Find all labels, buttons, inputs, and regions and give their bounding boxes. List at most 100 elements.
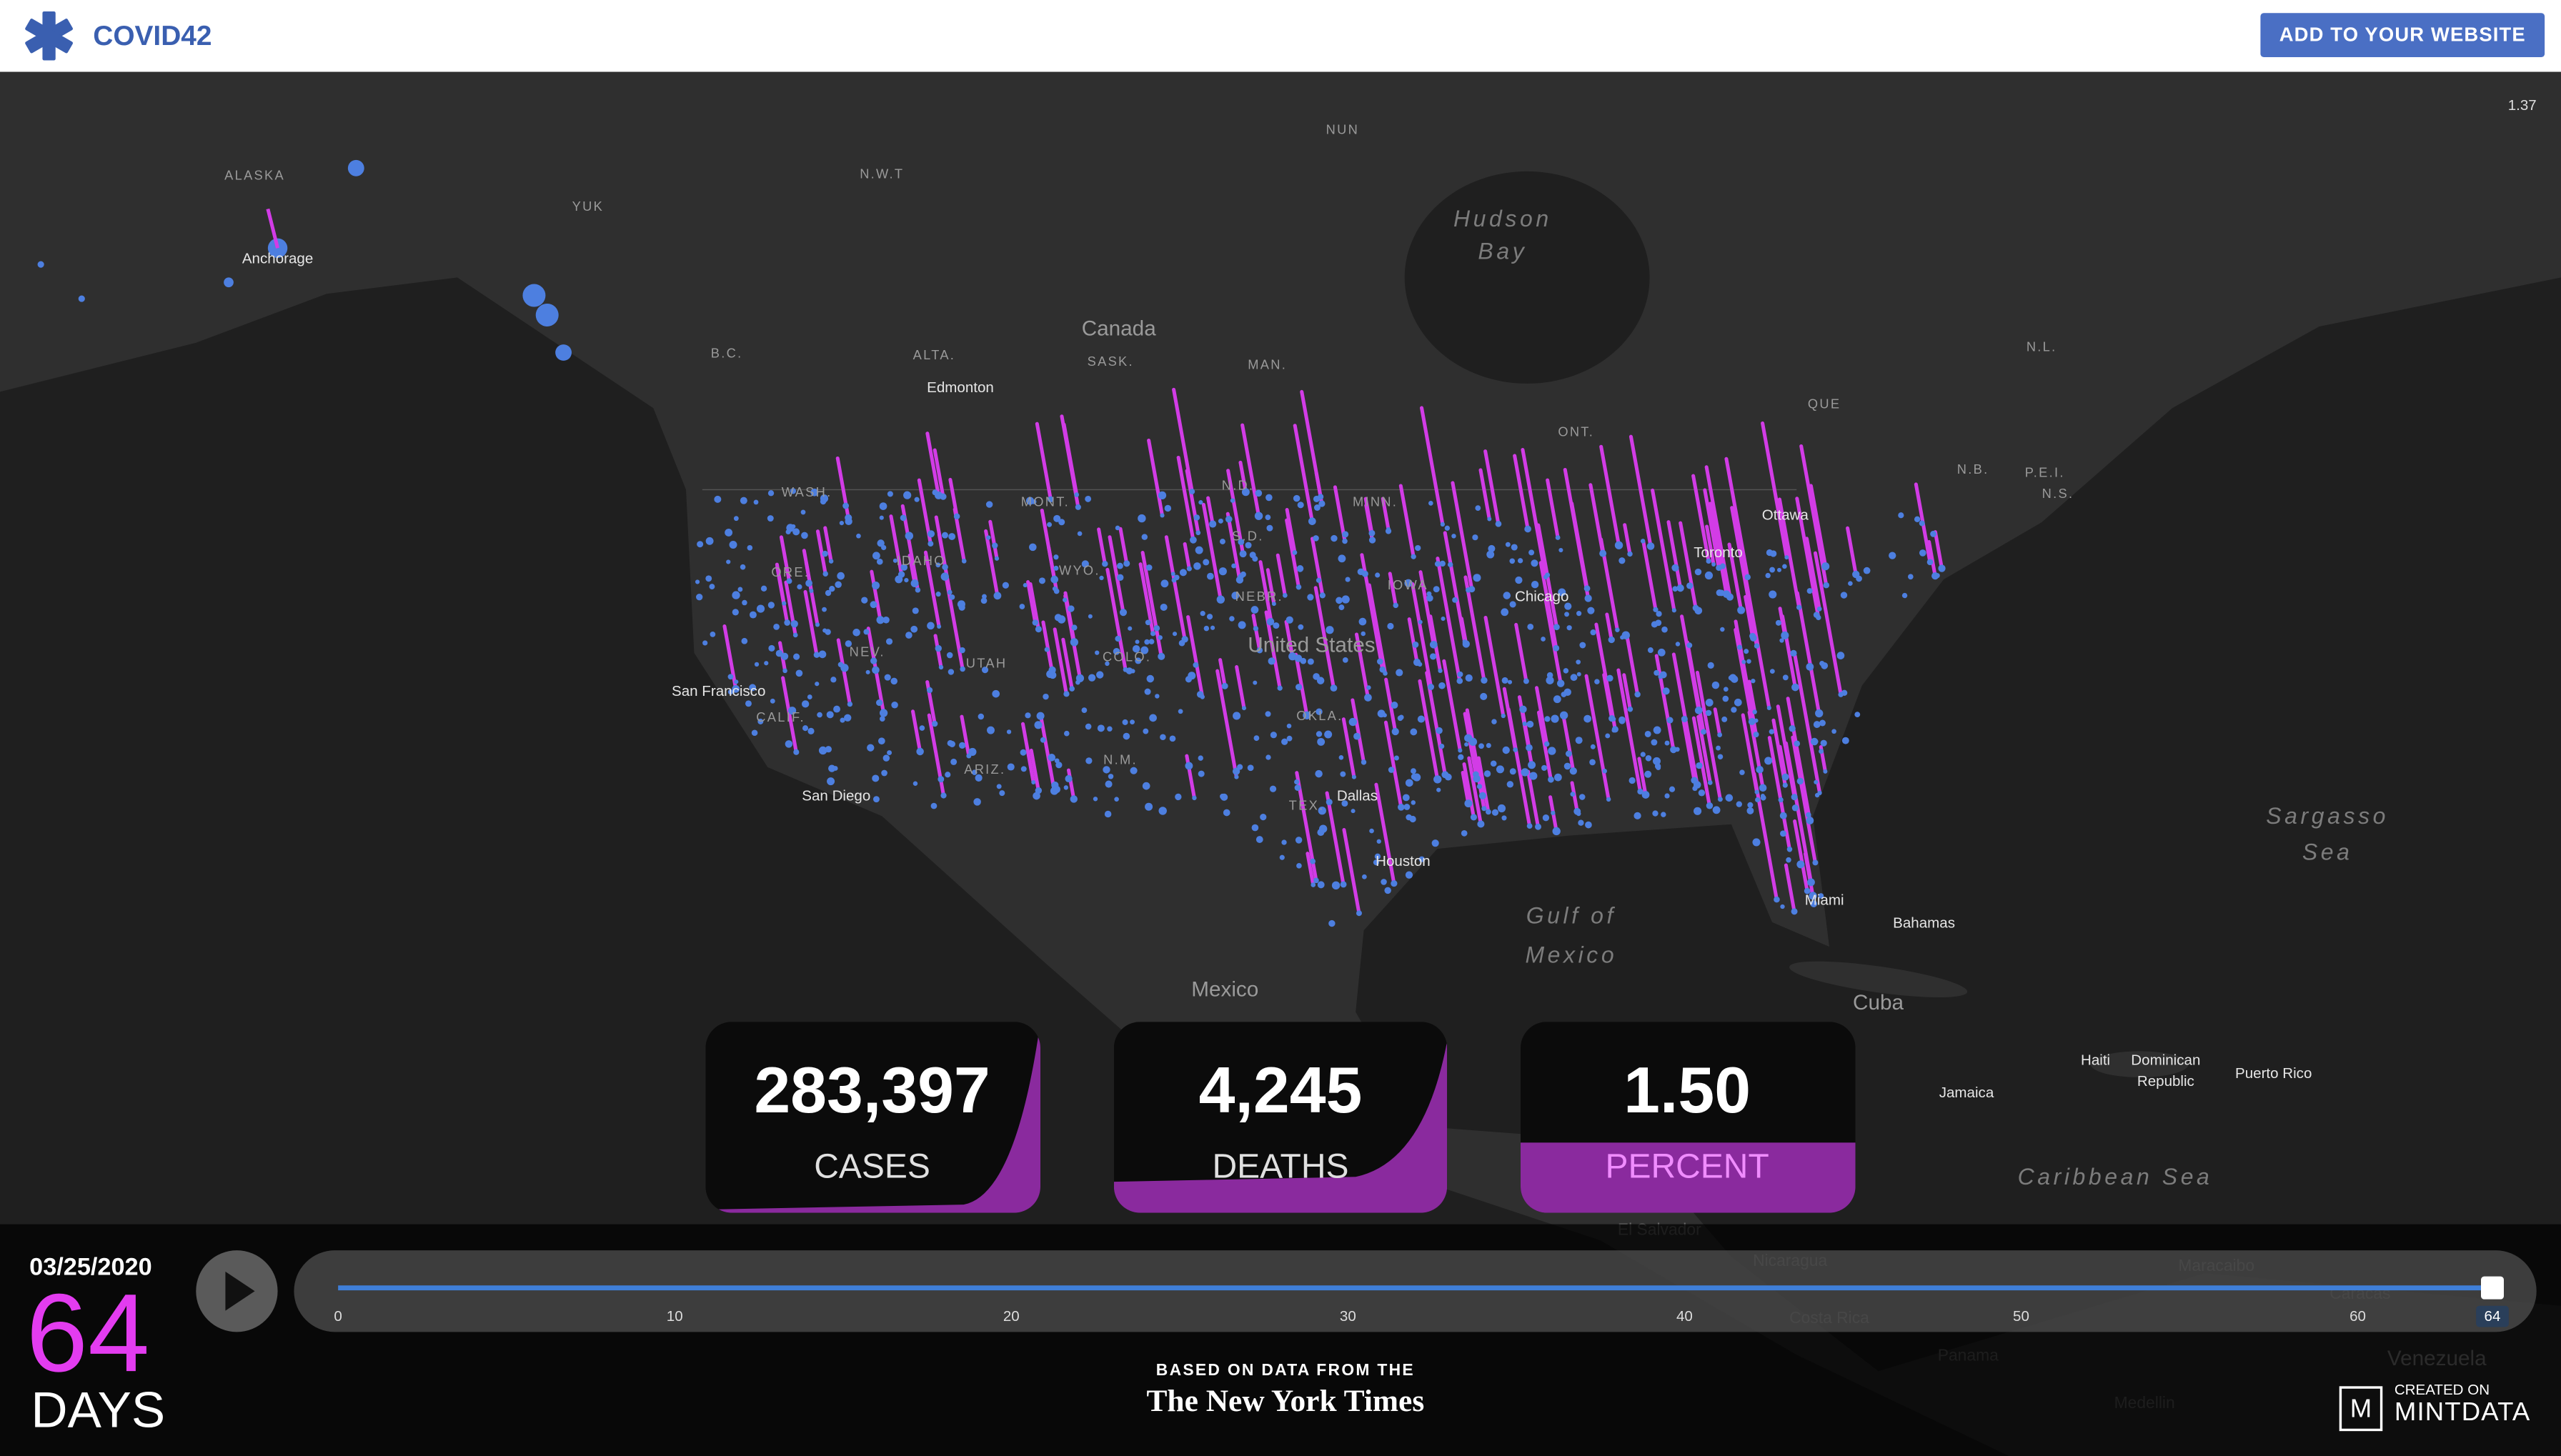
county-dot	[1502, 746, 1510, 754]
county-dot	[1721, 716, 1728, 722]
county-dot	[734, 679, 739, 684]
county-dot	[1383, 671, 1388, 676]
brand[interactable]: COVID42	[93, 21, 212, 51]
county-dot	[1541, 637, 1546, 642]
county-dot	[1023, 583, 1028, 588]
spike	[803, 589, 819, 657]
county-dot	[1047, 522, 1053, 527]
mintdata-brand[interactable]: MINTDATA	[2395, 1397, 2531, 1426]
spike	[1473, 757, 1486, 811]
map-label: Bay	[1478, 239, 1527, 264]
county-dot	[1308, 517, 1316, 525]
county-dot	[1007, 763, 1015, 771]
county-dot	[1790, 649, 1797, 657]
county-dot	[1670, 746, 1677, 754]
county-dot	[1316, 708, 1323, 715]
county-dot	[1384, 887, 1391, 894]
county-dot	[835, 581, 842, 589]
map-label: Anchorage	[242, 251, 313, 267]
county-dot	[1526, 823, 1533, 829]
county-dot	[1053, 565, 1059, 571]
county-dot	[1717, 797, 1723, 802]
spike	[1294, 652, 1309, 717]
county-dot	[1311, 882, 1316, 887]
county-dot	[1326, 799, 1333, 806]
map-label: United States	[1248, 634, 1375, 657]
slider-handle[interactable]	[2480, 1276, 2504, 1300]
spike	[1039, 714, 1057, 793]
county-dot	[1411, 554, 1416, 559]
county-dot	[1283, 593, 1288, 598]
county-dot	[1522, 721, 1527, 727]
county-dot	[1411, 768, 1416, 774]
county-dot	[852, 629, 860, 637]
county-dot	[981, 667, 989, 674]
spike	[1777, 497, 1801, 609]
slider[interactable]: 0 10 20 30 40 50 60 64	[334, 1276, 2509, 1327]
county-dot	[224, 277, 234, 288]
mintdata-mark[interactable]	[2339, 1386, 2383, 1432]
spike	[1933, 530, 1944, 571]
county-dot	[1784, 555, 1789, 560]
county-dot	[828, 559, 834, 564]
county-dot	[1198, 500, 1203, 505]
county-dot	[1696, 762, 1703, 769]
county-dot	[1186, 566, 1192, 572]
county-dot	[1348, 717, 1358, 727]
county-dot	[1576, 611, 1582, 617]
map-label: IOWA	[1388, 577, 1428, 592]
county-dot	[948, 533, 956, 540]
county-dot	[1644, 770, 1652, 778]
spike	[1306, 852, 1316, 887]
county-dot	[1102, 560, 1108, 567]
county-dot	[1179, 569, 1187, 577]
county-dot	[1926, 559, 1934, 566]
county-dot	[1791, 804, 1799, 812]
county-dot	[1439, 743, 1445, 749]
county-dot	[1934, 573, 1940, 579]
county-dot	[737, 587, 743, 592]
cases-label: CASES	[814, 1148, 930, 1186]
county-dot	[904, 577, 909, 583]
county-dot	[757, 718, 764, 724]
county-dot	[1576, 672, 1581, 677]
county-dot	[807, 727, 815, 734]
county-dot	[732, 591, 740, 599]
play-icon[interactable]	[225, 1271, 255, 1311]
spike	[1734, 627, 1754, 724]
county-dot	[714, 495, 722, 503]
county-dot	[1769, 669, 1775, 674]
map-label: Puerto Rico	[2235, 1065, 2312, 1082]
county-dot	[1144, 639, 1150, 645]
county-dot	[876, 558, 883, 565]
county-dot	[1576, 659, 1581, 665]
county-dot	[1364, 694, 1372, 702]
spike	[1536, 710, 1553, 782]
county-dot	[1590, 629, 1596, 636]
county-dot	[1778, 797, 1784, 803]
add-button[interactable]	[2260, 13, 2545, 57]
county-dot	[1104, 810, 1112, 818]
county-dot	[785, 740, 793, 748]
spike	[1238, 460, 1248, 494]
county-dot	[1819, 719, 1826, 727]
county-dot	[1438, 668, 1443, 673]
county-dot	[1434, 561, 1441, 567]
spike	[1140, 551, 1163, 659]
spike	[1478, 468, 1491, 522]
spike	[1325, 791, 1346, 887]
mintdata-mark-letter[interactable]: M	[2350, 1394, 2372, 1423]
county-dot	[1130, 767, 1138, 774]
add-button-label[interactable]: ADD TO YOUR WEBSITE	[2279, 24, 2526, 46]
slider-track[interactable]	[294, 1250, 2537, 1332]
spike	[1225, 512, 1242, 582]
county-dot	[1088, 674, 1096, 682]
county-dot	[1192, 795, 1197, 801]
county-dot	[1464, 742, 1469, 747]
source-name[interactable]: The New York Times	[1146, 1384, 1424, 1418]
county-dot	[1342, 531, 1349, 538]
county-dot	[1657, 648, 1666, 657]
county-dot	[1796, 604, 1802, 610]
county-dot	[1578, 819, 1584, 826]
spike	[1804, 537, 1821, 611]
